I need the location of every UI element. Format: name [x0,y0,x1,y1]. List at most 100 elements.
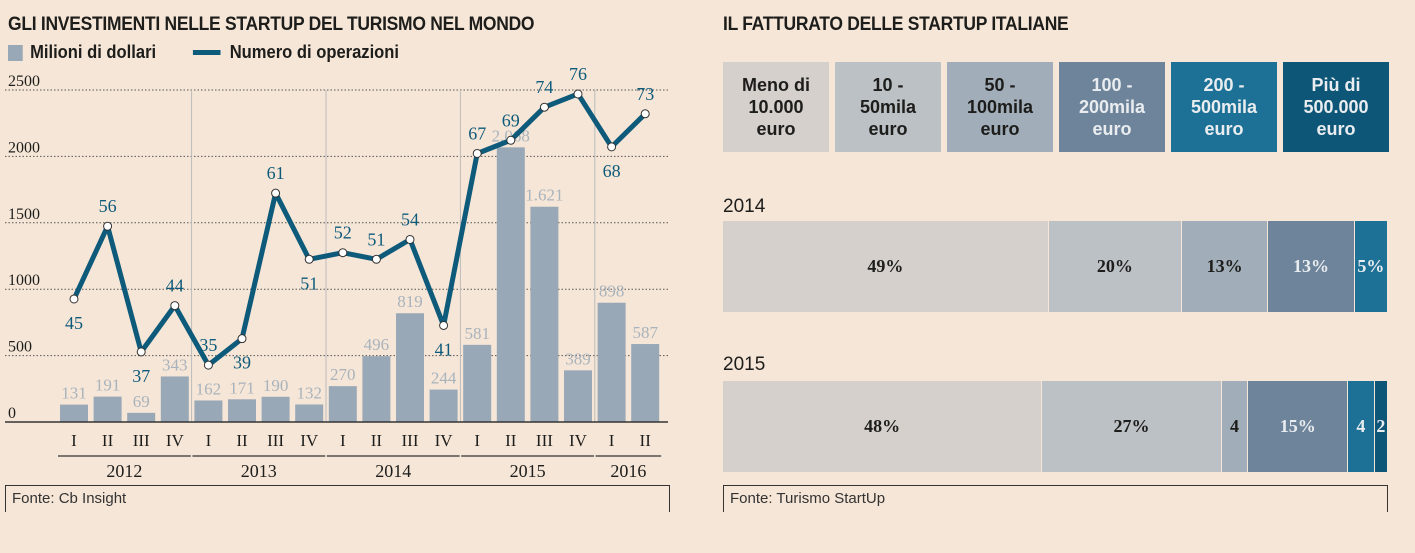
operations-label: 69 [502,110,520,130]
y-tick-label: 1500 [8,206,40,223]
bar-value-label: 190 [263,376,289,395]
left-legend: Milioni di dollari Numero di operazioni [8,42,399,63]
operations-point [640,109,650,119]
bar-value-label: 132 [296,383,322,402]
bar-segment: 27% [1042,381,1222,472]
bar-segment: 13% [1181,221,1269,312]
operations-label: 37 [132,366,150,386]
bar-value-label: 69 [133,392,150,411]
quarter-label: III [133,431,150,450]
operations-point [506,135,516,145]
bar-value-label: 587 [632,323,658,342]
year-label: 2016 [610,461,646,481]
quarter-label: I [206,431,212,450]
quarter-label: IV [569,431,588,450]
operations-label: 35 [199,335,217,355]
operations-point [170,301,180,311]
quarter-label: IV [300,431,319,450]
operations-label: 52 [334,223,352,243]
quarter-label: I [609,431,615,450]
right-chart-title: IL FATTURATO DELLE STARTUP ITALIANE [723,14,1069,35]
bar [463,344,492,422]
bar-value-label: 191 [95,376,121,395]
operations-label: 39 [233,353,251,373]
quarter-label: II [236,431,248,450]
year-label-2014: 2014 [723,196,766,217]
operations-label: 61 [267,163,285,183]
quarter-label: II [640,431,652,450]
stacked-bar-2015: 48% 27% 4 15% 4 2 [723,381,1388,472]
year-label: 2015 [510,461,546,481]
bar-value-label: 131 [61,384,87,403]
y-tick-label: 500 [8,339,32,356]
bar-segment: 2 [1374,381,1388,472]
investment-chart: 0 500 1000 1500 2000 2500 2012 2013 2014 2015 2016… [5,64,668,481]
quarter-label: I [474,431,480,450]
operations-point [69,294,79,304]
quarter-label: IV [166,431,185,450]
bar-value-label: 1.621 [525,186,563,205]
bar [496,147,525,422]
bar [631,344,660,422]
bar [396,313,424,422]
stacked-bar-2014: 49% 20% 13% 13% 5% [723,221,1388,312]
category-header: Meno di 10.000 euro [723,62,829,152]
bar [429,389,458,422]
operations-point [304,254,314,264]
bar-value-label: 270 [330,365,356,384]
left-source: Fonte: Cb Insight [5,485,670,512]
y-tick-label: 1000 [8,272,40,289]
bar [328,386,357,422]
quarter-label: II [505,431,517,450]
quarter-label: III [402,431,419,450]
category-header: 200 - 500mila euro [1171,62,1277,152]
quarter-label: IV [435,431,454,450]
bar [194,400,223,422]
operations-label: 51 [300,273,318,293]
operations-point [472,148,482,158]
operations-label: 44 [166,276,184,296]
category-header: Più di 500.000 euro [1283,62,1389,152]
bar [127,412,156,422]
operations-point [103,221,113,231]
year-label-2015: 2015 [723,354,766,375]
y-tick-label: 2000 [8,139,40,156]
operations-label: 68 [603,161,621,181]
legend-bar-swatch [8,44,23,61]
bar [295,404,324,422]
right-source: Fonte: Turismo StartUp [723,485,1388,512]
bar-value-label: 162 [196,379,222,398]
y-tick-label: 2500 [8,73,40,90]
bar-value-label: 581 [464,324,490,343]
quarter-label: III [536,431,553,450]
quarter-label: I [340,431,346,450]
operations-label: 51 [367,229,385,249]
bar-segment: 20% [1048,221,1182,312]
bar-value-label: 819 [397,292,423,311]
bar-value-label: 171 [229,378,255,397]
bar [261,396,290,422]
operations-label: 45 [65,313,83,333]
bar-segment: 5% [1354,221,1388,312]
operations-point [203,360,213,370]
operations-label: 73 [636,84,654,104]
bar-segment: 49% [723,221,1049,312]
bar-value-label: 496 [364,335,390,354]
legend-line-swatch [192,50,221,55]
bar [597,302,626,422]
bar-segment: 48% [723,381,1043,472]
year-label: 2014 [375,461,411,481]
legend-line-label: Numero di operazioni [229,42,400,62]
operations-point [573,89,583,99]
bar [564,370,592,422]
bar-segment: 15% [1248,381,1349,472]
quarter-label: I [71,431,77,450]
year-label: 2012 [106,461,142,481]
operations-point [405,234,415,244]
operations-point [271,188,281,198]
operations-label: 54 [401,209,419,229]
bar-value-label: 244 [431,369,457,388]
bar-value-label: 898 [599,282,625,301]
bar [362,356,391,422]
bar [60,404,88,422]
